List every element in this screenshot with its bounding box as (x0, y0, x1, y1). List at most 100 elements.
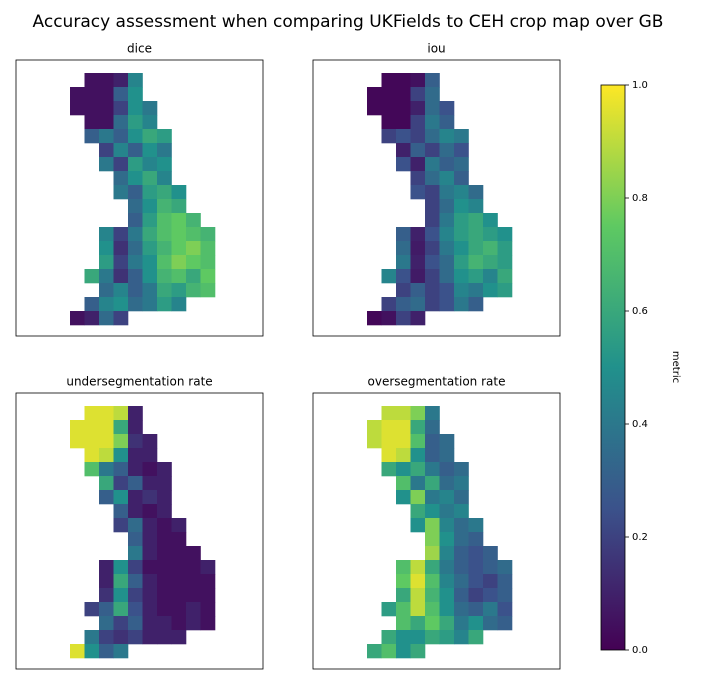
cell (396, 241, 411, 256)
cell (396, 269, 411, 284)
cell (439, 616, 455, 631)
cell (425, 448, 440, 463)
cell (113, 630, 129, 645)
cell (454, 199, 469, 214)
cell (128, 532, 143, 547)
cell (128, 588, 143, 603)
cell (157, 171, 172, 186)
cell (454, 297, 469, 312)
cell (128, 574, 143, 589)
cell (367, 87, 382, 102)
cell (128, 490, 143, 505)
cell (113, 518, 129, 533)
cell (425, 171, 440, 186)
cell (439, 532, 455, 547)
cell (113, 227, 129, 242)
cell (142, 157, 158, 172)
cell (157, 462, 172, 477)
panel-frame (312, 392, 561, 670)
cell (454, 129, 469, 144)
cell (84, 448, 100, 463)
cell (70, 420, 85, 435)
panel-title: oversegmentation rate (368, 375, 506, 389)
cell (410, 602, 426, 617)
cell (410, 490, 426, 505)
cell (410, 87, 426, 102)
cell (113, 143, 129, 158)
cell (410, 616, 426, 631)
cell (113, 185, 129, 200)
cell (186, 255, 201, 270)
cell (439, 185, 455, 200)
cell (483, 616, 498, 631)
cell (186, 616, 201, 631)
cell (157, 518, 172, 533)
cell (128, 73, 143, 88)
cell (468, 574, 484, 589)
cell (425, 283, 440, 298)
cell (439, 129, 455, 144)
cell (99, 227, 114, 242)
cell (410, 574, 426, 589)
cell (396, 297, 411, 312)
cell (171, 560, 187, 575)
cell (157, 269, 172, 284)
cell (381, 311, 397, 326)
cell (128, 420, 143, 435)
cell (128, 560, 143, 575)
cell (157, 297, 172, 312)
cell (396, 73, 411, 88)
cell (454, 504, 469, 519)
cell (113, 448, 129, 463)
cell (200, 602, 216, 617)
cell (171, 546, 187, 561)
cell (84, 434, 100, 449)
cell (439, 630, 455, 645)
cell (113, 616, 129, 631)
cell (157, 241, 172, 256)
cell (99, 129, 114, 144)
cell (483, 241, 498, 256)
cell (200, 283, 216, 298)
cell (381, 73, 397, 88)
cell (439, 490, 455, 505)
cell (113, 504, 129, 519)
cell (425, 269, 440, 284)
cell (157, 532, 172, 547)
cell (113, 490, 129, 505)
cell (396, 462, 411, 477)
cell (171, 241, 187, 256)
cell (128, 616, 143, 631)
cell (99, 644, 114, 659)
cell (200, 241, 216, 256)
cell (142, 129, 158, 144)
cell (142, 574, 158, 589)
cell (142, 448, 158, 463)
cell (171, 269, 187, 284)
cell (439, 602, 455, 617)
cell (439, 255, 455, 270)
cell (157, 616, 172, 631)
cell (454, 476, 469, 491)
cell (157, 546, 172, 561)
cell (468, 269, 484, 284)
cell (99, 157, 114, 172)
cell (113, 406, 129, 421)
cell (157, 630, 172, 645)
cell (483, 283, 498, 298)
cell (425, 115, 440, 130)
cell (157, 157, 172, 172)
cell (454, 157, 469, 172)
cell (142, 616, 158, 631)
panel-title: dice (127, 42, 152, 56)
cell (200, 560, 216, 575)
cell (425, 518, 440, 533)
cell (410, 269, 426, 284)
cell (99, 490, 114, 505)
cell (128, 87, 143, 102)
cell (99, 87, 114, 102)
cell (84, 420, 100, 435)
cell (439, 560, 455, 575)
cell (128, 448, 143, 463)
